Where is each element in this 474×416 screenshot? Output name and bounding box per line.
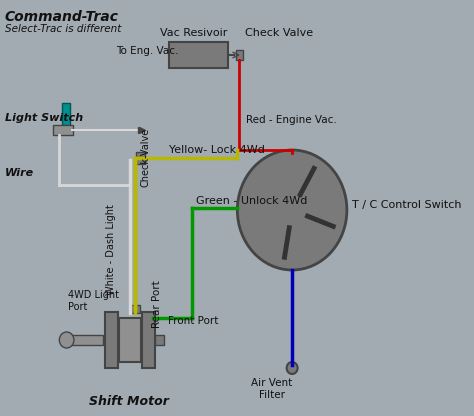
Bar	[130, 305, 140, 313]
Bar	[142, 312, 155, 368]
Text: Rear Port: Rear Port	[152, 280, 162, 328]
Text: Green - Unlock 4Wd: Green - Unlock 4Wd	[196, 196, 308, 206]
Bar	[53, 125, 73, 135]
Text: White - Dash Light: White - Dash Light	[106, 205, 117, 295]
Text: Check Valve: Check Valve	[245, 28, 313, 38]
Text: Vac Resivoir: Vac Resivoir	[160, 28, 227, 38]
Text: Select-Trac is different: Select-Trac is different	[5, 24, 121, 34]
Bar	[105, 312, 118, 368]
Text: Front Port: Front Port	[168, 316, 219, 326]
Bar	[62, 103, 70, 125]
Bar	[67, 335, 103, 345]
Bar	[136, 152, 145, 164]
Text: Wire: Wire	[5, 168, 34, 178]
Bar	[236, 50, 243, 60]
Text: Command-Trac: Command-Trac	[5, 10, 118, 24]
Circle shape	[237, 150, 347, 270]
Bar	[169, 42, 228, 68]
Text: 4WD Light
Port: 4WD Light Port	[68, 290, 119, 312]
Bar	[118, 318, 142, 362]
Text: Light Switch: Light Switch	[5, 113, 82, 123]
Circle shape	[287, 362, 298, 374]
Text: Yellow- Lock 4Wd: Yellow- Lock 4Wd	[169, 145, 265, 155]
Text: Shift Motor: Shift Motor	[90, 395, 169, 408]
Text: Air Vent
Filter: Air Vent Filter	[251, 378, 292, 400]
Text: To Eng. Vac.: To Eng. Vac.	[116, 46, 178, 56]
Bar	[155, 335, 164, 345]
Circle shape	[59, 332, 74, 348]
Text: Check-Valve: Check-Valve	[140, 128, 150, 187]
Text: Red - Engine Vac.: Red - Engine Vac.	[246, 115, 337, 125]
Text: T / C Control Switch: T / C Control Switch	[352, 200, 462, 210]
